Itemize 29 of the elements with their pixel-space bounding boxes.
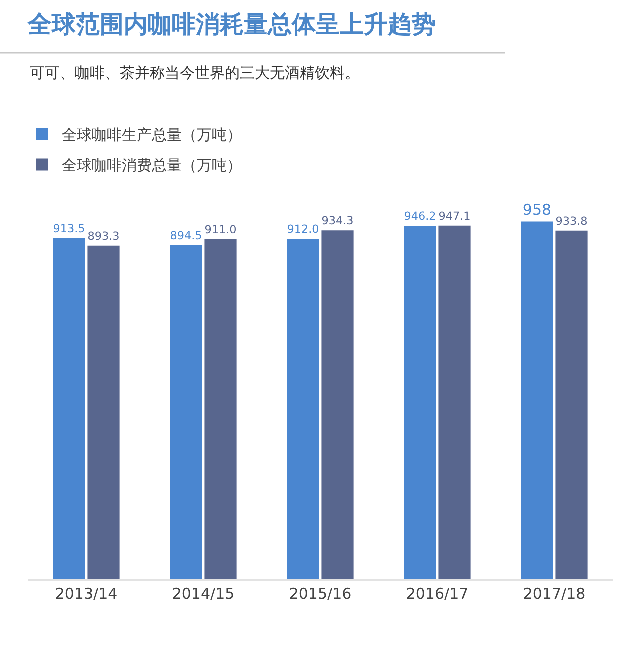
data-label: 958: [522, 200, 552, 219]
data-label: 894.5: [170, 229, 202, 242]
x-tick-label: 2017/18: [523, 584, 586, 603]
bar: [287, 238, 320, 579]
bar: [53, 238, 86, 579]
bar: [88, 246, 120, 579]
data-label: 946.2: [404, 210, 436, 224]
legend-label: 全球咖啡消费总量（万吨）: [62, 156, 242, 175]
x-tick-label: 2016/17: [406, 584, 469, 603]
bar: [170, 245, 202, 579]
legend-label: 全球咖啡生产总量（万吨）: [62, 126, 242, 144]
data-label: 912.0: [287, 222, 320, 236]
data-label: 933.8: [556, 214, 588, 228]
chart-subtitle: 可可、咖啡、茶并称当今世界的三大无酒精饮料。: [30, 64, 360, 82]
data-label: 947.1: [438, 210, 471, 223]
bar: [404, 226, 436, 579]
data-label: 911.0: [204, 223, 237, 236]
chart-title: 全球范围内咖啡消耗量总体呈上升趋势: [27, 10, 436, 38]
bar: [521, 222, 554, 579]
x-tick-label: 2015/16: [289, 584, 352, 603]
x-tick-label: 2013/14: [55, 584, 118, 603]
data-label: 934.3: [322, 214, 354, 228]
bar: [322, 230, 354, 579]
data-label: 893.3: [88, 230, 120, 243]
bar: [438, 226, 471, 579]
bar: [556, 230, 588, 579]
bar: [204, 239, 237, 579]
data-label: 913.5: [53, 222, 86, 236]
x-tick-label: 2014/15: [172, 584, 235, 603]
